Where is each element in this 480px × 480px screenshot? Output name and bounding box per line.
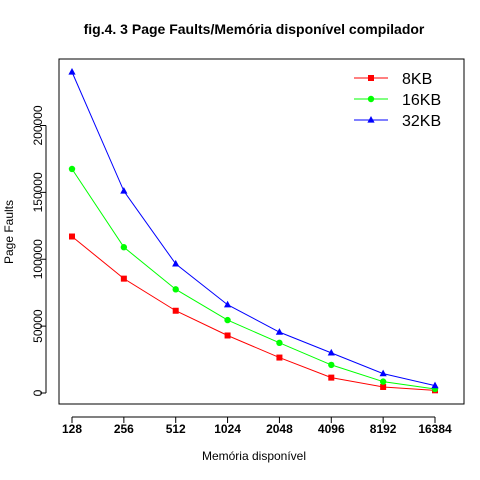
legend-item-16kb: 16KB bbox=[354, 92, 441, 109]
y-axis: 0 50000 100000 150000 200000 bbox=[31, 105, 47, 396]
data-point bbox=[224, 316, 231, 324]
x-tick-label: 4096 bbox=[318, 422, 345, 436]
plot-frame bbox=[58, 58, 465, 405]
legend-marker bbox=[367, 95, 375, 103]
x-axis-label: Memória disponível bbox=[202, 449, 306, 463]
legend-marker bbox=[367, 116, 375, 123]
y-axis-label: Page Faults bbox=[2, 200, 16, 264]
data-point bbox=[328, 374, 335, 381]
data-point bbox=[69, 233, 75, 240]
data-point bbox=[224, 332, 231, 339]
data-point bbox=[172, 307, 179, 314]
x-axis: 128 256 512 1024 2048 4096 8192 16384 bbox=[62, 416, 452, 436]
data-point bbox=[431, 381, 439, 389]
x-tick-label: 256 bbox=[114, 422, 134, 436]
series-line bbox=[71, 236, 436, 391]
x-tick-label: 16384 bbox=[418, 422, 452, 436]
x-tick-label: 2048 bbox=[266, 422, 293, 436]
series-8kb bbox=[69, 233, 438, 394]
y-tick-label: 0 bbox=[31, 389, 45, 396]
y-tick-label: 150000 bbox=[31, 172, 45, 212]
x-tick-label: 128 bbox=[62, 422, 82, 436]
legend-label: 32KB bbox=[402, 113, 441, 130]
data-point bbox=[328, 361, 335, 369]
data-point bbox=[276, 339, 283, 347]
data-point bbox=[172, 286, 179, 293]
data-point bbox=[275, 328, 284, 335]
legend-marker bbox=[368, 75, 374, 81]
data-point bbox=[68, 68, 76, 75]
legend: 8KB 16KB 32KB bbox=[354, 71, 441, 130]
y-tick-label: 50000 bbox=[31, 309, 45, 343]
data-point bbox=[120, 187, 128, 194]
series-line bbox=[71, 71, 436, 387]
legend-item-8kb: 8KB bbox=[354, 71, 432, 88]
data-point bbox=[120, 275, 127, 282]
series-layer bbox=[68, 68, 439, 394]
data-point bbox=[120, 244, 128, 251]
x-tick-label: 1024 bbox=[214, 422, 241, 436]
legend-label: 8KB bbox=[402, 71, 432, 88]
data-point bbox=[276, 354, 283, 361]
y-tick-label: 100000 bbox=[31, 239, 45, 279]
y-tick-label: 200000 bbox=[31, 105, 45, 145]
series-32kb bbox=[68, 68, 439, 389]
data-point bbox=[380, 383, 387, 390]
data-point bbox=[172, 259, 180, 267]
x-tick-label: 512 bbox=[166, 422, 186, 436]
chart-title: fig.4. 3 Page Faults/Memória disponível … bbox=[84, 21, 425, 37]
data-point bbox=[379, 378, 387, 385]
x-tick-label: 8192 bbox=[370, 422, 397, 436]
legend-item-32kb: 32KB bbox=[354, 113, 441, 130]
data-point bbox=[223, 300, 232, 308]
data-point bbox=[68, 165, 76, 173]
data-point bbox=[379, 369, 387, 377]
legend-label: 16KB bbox=[402, 92, 441, 109]
series-line bbox=[71, 168, 436, 390]
data-point bbox=[327, 348, 335, 356]
